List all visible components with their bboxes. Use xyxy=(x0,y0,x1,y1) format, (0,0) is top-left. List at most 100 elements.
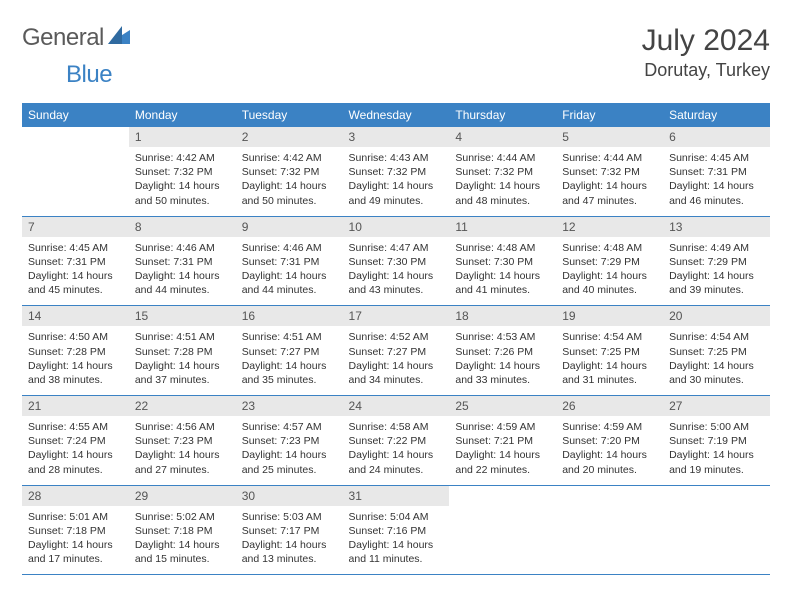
day-line: Sunset: 7:31 PM xyxy=(669,165,764,179)
day-line: Daylight: 14 hours and 24 minutes. xyxy=(349,448,444,476)
day-line: Sunset: 7:30 PM xyxy=(349,255,444,269)
day-body xyxy=(449,492,556,504)
day-line: Sunrise: 4:59 AM xyxy=(455,420,550,434)
day-number: 3 xyxy=(343,127,450,147)
day-line: Daylight: 14 hours and 37 minutes. xyxy=(135,359,230,387)
calendar-cell: 5Sunrise: 4:44 AMSunset: 7:32 PMDaylight… xyxy=(556,127,663,216)
day-line: Daylight: 14 hours and 27 minutes. xyxy=(135,448,230,476)
day-line: Sunset: 7:19 PM xyxy=(669,434,764,448)
day-body: Sunrise: 4:42 AMSunset: 7:32 PMDaylight:… xyxy=(129,147,236,216)
calendar-cell: 6Sunrise: 4:45 AMSunset: 7:31 PMDaylight… xyxy=(663,127,770,216)
day-body: Sunrise: 4:48 AMSunset: 7:29 PMDaylight:… xyxy=(556,237,663,306)
day-line: Sunrise: 4:49 AM xyxy=(669,241,764,255)
day-line: Daylight: 14 hours and 15 minutes. xyxy=(135,538,230,566)
day-number: 21 xyxy=(22,396,129,416)
day-body: Sunrise: 4:45 AMSunset: 7:31 PMDaylight:… xyxy=(22,237,129,306)
calendar-cell: 9Sunrise: 4:46 AMSunset: 7:31 PMDaylight… xyxy=(236,216,343,306)
day-body: Sunrise: 5:03 AMSunset: 7:17 PMDaylight:… xyxy=(236,506,343,575)
day-line: Daylight: 14 hours and 46 minutes. xyxy=(669,179,764,207)
calendar-cell: 21Sunrise: 4:55 AMSunset: 7:24 PMDayligh… xyxy=(22,396,129,486)
day-number: 14 xyxy=(22,306,129,326)
day-number: 18 xyxy=(449,306,556,326)
day-line: Daylight: 14 hours and 34 minutes. xyxy=(349,359,444,387)
calendar-cell: 13Sunrise: 4:49 AMSunset: 7:29 PMDayligh… xyxy=(663,216,770,306)
day-number: 17 xyxy=(343,306,450,326)
day-number: 5 xyxy=(556,127,663,147)
day-line: Sunrise: 4:50 AM xyxy=(28,330,123,344)
day-number: 16 xyxy=(236,306,343,326)
dayhdr-wednesday: Wednesday xyxy=(343,103,450,127)
day-body: Sunrise: 4:51 AMSunset: 7:27 PMDaylight:… xyxy=(236,326,343,395)
day-line: Sunset: 7:25 PM xyxy=(562,345,657,359)
day-line: Sunrise: 5:04 AM xyxy=(349,510,444,524)
day-number: 10 xyxy=(343,217,450,237)
day-line: Daylight: 14 hours and 48 minutes. xyxy=(455,179,550,207)
day-number: 11 xyxy=(449,217,556,237)
dayhdr-friday: Friday xyxy=(556,103,663,127)
calendar-body: 1Sunrise: 4:42 AMSunset: 7:32 PMDaylight… xyxy=(22,127,770,575)
dayhdr-saturday: Saturday xyxy=(663,103,770,127)
calendar-cell: 17Sunrise: 4:52 AMSunset: 7:27 PMDayligh… xyxy=(343,306,450,396)
calendar-cell: 24Sunrise: 4:58 AMSunset: 7:22 PMDayligh… xyxy=(343,396,450,486)
day-line: Sunrise: 4:54 AM xyxy=(669,330,764,344)
day-line: Sunset: 7:24 PM xyxy=(28,434,123,448)
day-line: Sunset: 7:22 PM xyxy=(349,434,444,448)
day-line: Sunset: 7:32 PM xyxy=(562,165,657,179)
calendar-cell: 3Sunrise: 4:43 AMSunset: 7:32 PMDaylight… xyxy=(343,127,450,216)
day-body: Sunrise: 5:04 AMSunset: 7:16 PMDaylight:… xyxy=(343,506,450,575)
day-header-row: Sunday Monday Tuesday Wednesday Thursday… xyxy=(22,103,770,127)
day-line: Sunset: 7:21 PM xyxy=(455,434,550,448)
calendar-cell: 23Sunrise: 4:57 AMSunset: 7:23 PMDayligh… xyxy=(236,396,343,486)
day-body: Sunrise: 4:56 AMSunset: 7:23 PMDaylight:… xyxy=(129,416,236,485)
day-line: Sunrise: 4:53 AM xyxy=(455,330,550,344)
calendar-cell: 30Sunrise: 5:03 AMSunset: 7:17 PMDayligh… xyxy=(236,485,343,575)
day-line: Sunset: 7:18 PM xyxy=(135,524,230,538)
day-body: Sunrise: 4:47 AMSunset: 7:30 PMDaylight:… xyxy=(343,237,450,306)
day-line: Daylight: 14 hours and 25 minutes. xyxy=(242,448,337,476)
day-line: Daylight: 14 hours and 45 minutes. xyxy=(28,269,123,297)
day-body: Sunrise: 4:59 AMSunset: 7:21 PMDaylight:… xyxy=(449,416,556,485)
day-line: Sunset: 7:23 PM xyxy=(242,434,337,448)
day-body: Sunrise: 4:46 AMSunset: 7:31 PMDaylight:… xyxy=(129,237,236,306)
calendar-cell: 15Sunrise: 4:51 AMSunset: 7:28 PMDayligh… xyxy=(129,306,236,396)
day-line: Daylight: 14 hours and 33 minutes. xyxy=(455,359,550,387)
day-line: Daylight: 14 hours and 47 minutes. xyxy=(562,179,657,207)
day-line: Sunrise: 4:48 AM xyxy=(455,241,550,255)
day-line: Sunrise: 4:48 AM xyxy=(562,241,657,255)
day-line: Daylight: 14 hours and 44 minutes. xyxy=(135,269,230,297)
day-line: Sunset: 7:25 PM xyxy=(669,345,764,359)
calendar-cell: 10Sunrise: 4:47 AMSunset: 7:30 PMDayligh… xyxy=(343,216,450,306)
day-body: Sunrise: 4:55 AMSunset: 7:24 PMDaylight:… xyxy=(22,416,129,485)
calendar-cell: 28Sunrise: 5:01 AMSunset: 7:18 PMDayligh… xyxy=(22,485,129,575)
calendar-cell: 19Sunrise: 4:54 AMSunset: 7:25 PMDayligh… xyxy=(556,306,663,396)
calendar-cell: 25Sunrise: 4:59 AMSunset: 7:21 PMDayligh… xyxy=(449,396,556,486)
day-line: Sunset: 7:28 PM xyxy=(28,345,123,359)
day-line: Daylight: 14 hours and 13 minutes. xyxy=(242,538,337,566)
day-number: 26 xyxy=(556,396,663,416)
day-body: Sunrise: 4:50 AMSunset: 7:28 PMDaylight:… xyxy=(22,326,129,395)
day-number: 4 xyxy=(449,127,556,147)
day-number: 9 xyxy=(236,217,343,237)
day-line: Sunset: 7:32 PM xyxy=(135,165,230,179)
day-number: 27 xyxy=(663,396,770,416)
day-number: 6 xyxy=(663,127,770,147)
day-number: 1 xyxy=(129,127,236,147)
day-line: Sunrise: 4:44 AM xyxy=(455,151,550,165)
day-line: Sunrise: 5:02 AM xyxy=(135,510,230,524)
day-number: 31 xyxy=(343,486,450,506)
day-line: Sunrise: 5:01 AM xyxy=(28,510,123,524)
day-line: Sunrise: 4:43 AM xyxy=(349,151,444,165)
day-body: Sunrise: 4:43 AMSunset: 7:32 PMDaylight:… xyxy=(343,147,450,216)
day-line: Sunrise: 4:47 AM xyxy=(349,241,444,255)
day-body: Sunrise: 4:54 AMSunset: 7:25 PMDaylight:… xyxy=(663,326,770,395)
calendar-week: 7Sunrise: 4:45 AMSunset: 7:31 PMDaylight… xyxy=(22,216,770,306)
calendar-week: 14Sunrise: 4:50 AMSunset: 7:28 PMDayligh… xyxy=(22,306,770,396)
day-line: Sunrise: 5:03 AM xyxy=(242,510,337,524)
calendar-table: Sunday Monday Tuesday Wednesday Thursday… xyxy=(22,103,770,575)
day-body: Sunrise: 4:49 AMSunset: 7:29 PMDaylight:… xyxy=(663,237,770,306)
day-line: Sunrise: 4:46 AM xyxy=(242,241,337,255)
day-line: Daylight: 14 hours and 43 minutes. xyxy=(349,269,444,297)
calendar-cell: 12Sunrise: 4:48 AMSunset: 7:29 PMDayligh… xyxy=(556,216,663,306)
day-line: Daylight: 14 hours and 30 minutes. xyxy=(669,359,764,387)
calendar-cell xyxy=(556,485,663,575)
